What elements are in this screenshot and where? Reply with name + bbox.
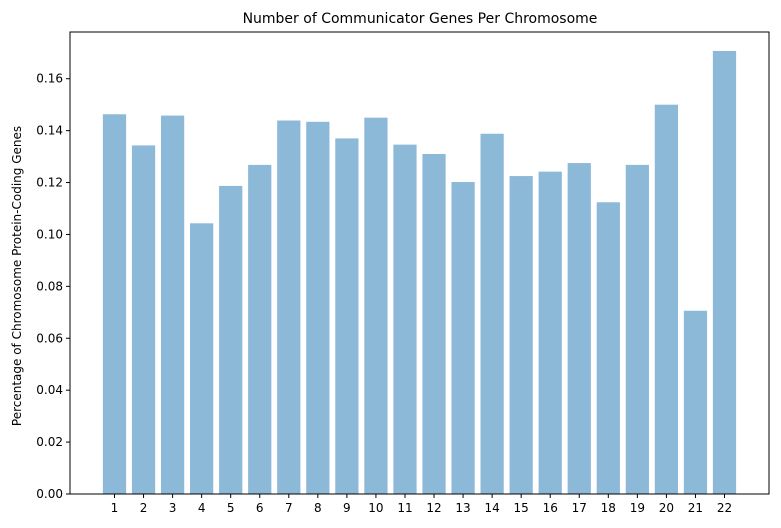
bar-chr-4 — [190, 223, 214, 494]
bar-chr-20 — [654, 104, 679, 494]
x-tick-label: 14 — [484, 501, 499, 515]
x-tick-label: 11 — [397, 501, 412, 515]
bar-chr-18 — [596, 202, 620, 494]
y-tick-label: 0.00 — [36, 487, 63, 501]
x-tick-label: 22 — [717, 501, 732, 515]
bar-chr-11 — [393, 144, 417, 494]
chart-title: Number of Communicator Genes Per Chromos… — [243, 11, 598, 27]
x-tick-label: 2 — [140, 501, 148, 515]
bar-chr-10 — [364, 117, 388, 495]
bar-chr-19 — [625, 164, 649, 494]
bars-group — [102, 50, 737, 495]
x-tick-label: 4 — [198, 501, 206, 515]
x-tick-label: 7 — [285, 501, 293, 515]
y-tick-label: 0.16 — [36, 72, 63, 86]
x-tick-label: 15 — [514, 501, 529, 515]
x-tick-label: 8 — [314, 501, 322, 515]
bar-chr-1 — [102, 114, 127, 494]
y-tick-label: 0.04 — [36, 383, 63, 397]
bar-chr-3 — [160, 115, 185, 494]
y-tick-label: 0.12 — [36, 176, 63, 190]
bar-chr-21 — [683, 310, 708, 494]
y-tick-label: 0.02 — [36, 435, 63, 449]
x-tick-label: 13 — [455, 501, 470, 515]
bar-chr-6 — [248, 164, 272, 494]
x-tick-label: 19 — [630, 501, 645, 515]
x-tick-label: 21 — [688, 501, 703, 515]
x-tick-label: 5 — [227, 501, 235, 515]
y-tick-label: 0.06 — [36, 331, 63, 345]
y-tick-label: 0.08 — [36, 279, 63, 293]
x-tick-label: 3 — [169, 501, 177, 515]
bar-chr-17 — [567, 163, 591, 494]
bar-chr-15 — [509, 176, 533, 494]
x-ticks-group: 1 2 3 4 5 6 7 8 9 10 11 12 13 14 15 16 17 18 19 20 21 22 — [111, 494, 732, 515]
bar-chr-22 — [712, 50, 737, 494]
x-tick-label: 17 — [572, 501, 587, 515]
bar-chr-5 — [219, 185, 243, 494]
x-tick-label: 6 — [256, 501, 264, 515]
x-tick-label: 18 — [601, 501, 616, 515]
bar-chr-16 — [538, 171, 562, 495]
bar-chr-12 — [422, 153, 446, 494]
bar-chr-13 — [451, 182, 475, 495]
x-tick-label: 12 — [426, 501, 441, 515]
x-tick-label: 1 — [111, 501, 119, 515]
x-tick-label: 16 — [543, 501, 558, 515]
bar-chr-8 — [306, 121, 330, 494]
bar-chr-14 — [480, 133, 504, 494]
bar-chr-2 — [131, 145, 156, 495]
y-tick-label: 0.10 — [36, 227, 63, 241]
y-axis-label: Percentage of Chromosome Protein-Coding … — [10, 126, 24, 426]
x-tick-label: 9 — [343, 501, 351, 515]
x-tick-label: 10 — [368, 501, 383, 515]
bar-chr-9 — [335, 138, 359, 495]
y-tick-label: 0.14 — [36, 124, 63, 138]
bar-chr-7 — [277, 120, 301, 494]
x-tick-label: 20 — [659, 501, 674, 515]
plot-frame — [69, 31, 770, 495]
y-ticks-group: 0.00 0.02 0.04 0.06 0.08 0.10 0.12 0.14 0.16 — [36, 72, 70, 501]
